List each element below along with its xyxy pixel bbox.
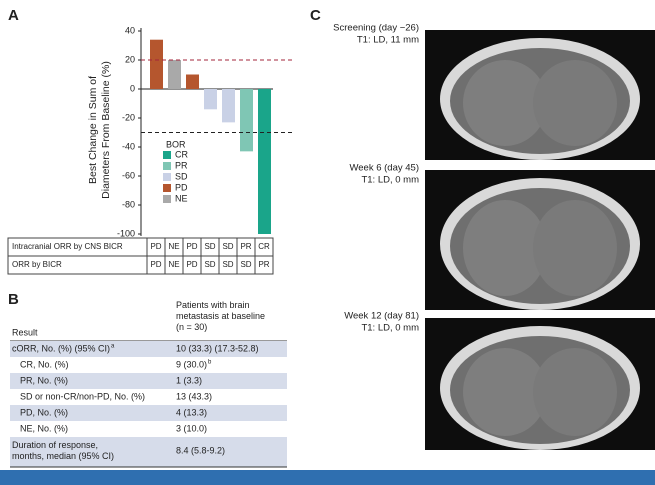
legend-label: PD xyxy=(175,182,188,192)
bar xyxy=(258,89,271,234)
bar xyxy=(168,60,181,89)
footnote-mark: b xyxy=(208,360,212,366)
table-cell: PR xyxy=(258,260,269,269)
panel-label: B xyxy=(8,291,19,308)
bar xyxy=(240,89,253,152)
table-cell: SD xyxy=(204,242,215,251)
table-cell: Duration of response, months, median (95%… xyxy=(12,440,114,461)
y-tick-label: 0 xyxy=(130,83,135,93)
table-cell: PD xyxy=(186,242,197,251)
scan-caption: Screening (day −26) xyxy=(333,23,419,34)
scan-tissue-inner xyxy=(463,348,547,436)
y-tick-label: -20 xyxy=(122,112,135,122)
legend-swatch xyxy=(163,173,171,181)
bar xyxy=(150,39,163,89)
table-cell: 13 (43.3) xyxy=(176,391,212,401)
bar xyxy=(204,89,217,110)
row-label: Intracranial ORR by CNS BICR xyxy=(12,242,123,251)
table-cell: NE xyxy=(168,260,179,269)
table-cell: 10 (33.3) (17.3-52.8) xyxy=(176,343,259,353)
table-cell: PR, No. (%) xyxy=(20,375,68,385)
y-tick-label: 20 xyxy=(125,54,135,64)
row-shade xyxy=(10,405,287,421)
scan-tissue-inner xyxy=(463,60,547,146)
legend-label: PR xyxy=(175,160,188,170)
row-label: ORR by BICR xyxy=(12,260,62,269)
scan-tissue-inner xyxy=(463,200,547,296)
table-cell: PR xyxy=(240,242,251,251)
table-cell: 3 (10.0) xyxy=(176,423,207,433)
table-header: Result xyxy=(12,327,38,337)
table-cell: PD xyxy=(150,260,161,269)
panel-label: C xyxy=(310,7,321,24)
legend-label: NE xyxy=(175,193,188,203)
table-cell: NE, No. (%) xyxy=(20,423,68,433)
scan-tissue-inner xyxy=(533,348,617,436)
legend-swatch xyxy=(163,184,171,192)
legend-swatch xyxy=(163,195,171,203)
table-cell: SD xyxy=(240,260,251,269)
table-cell: SD xyxy=(222,260,233,269)
y-tick-label: -40 xyxy=(122,141,135,151)
scan-tissue-inner xyxy=(533,200,617,296)
table-cell: SD xyxy=(222,242,233,251)
bar xyxy=(222,89,235,123)
table-cell: PD xyxy=(186,260,197,269)
legend-swatch xyxy=(163,162,171,170)
y-axis-label: Diameters From Baseline (%) xyxy=(100,61,112,199)
scan-tissue-inner xyxy=(533,60,617,146)
y-tick-label: -80 xyxy=(122,199,135,209)
y-tick-label: -100 xyxy=(117,228,135,238)
footer-bar xyxy=(0,470,655,485)
row-shade xyxy=(10,373,287,389)
panel-label: A xyxy=(8,7,19,24)
legend-title: BOR xyxy=(166,139,186,149)
scan-caption: Week 12 (day 81) xyxy=(344,311,419,322)
bar xyxy=(186,74,199,89)
table-cell: 8.4 (5.8-9.2) xyxy=(176,445,225,455)
row-shade xyxy=(10,341,287,357)
footnote-mark: a xyxy=(111,344,115,350)
y-tick-label: -60 xyxy=(122,170,135,180)
row-shade xyxy=(10,437,287,467)
y-axis-label: Best Change in Sum of xyxy=(87,76,99,184)
table-cell: PD xyxy=(150,242,161,251)
table-header: Patients with brain metastasis at baselin… xyxy=(176,300,265,332)
table-cell: CR xyxy=(258,242,270,251)
table-cell: NE xyxy=(168,242,179,251)
table-cell: cORR, No. (%) (95% CI) xyxy=(12,343,110,353)
scan-caption: T1: LD, 0 mm xyxy=(361,175,419,186)
table-cell: 4 (13.3) xyxy=(176,407,207,417)
scan-caption: Week 6 (day 45) xyxy=(349,163,419,174)
legend-label: SD xyxy=(175,171,188,181)
table-cell: 9 (30.0) xyxy=(176,359,207,369)
legend-swatch xyxy=(163,151,171,159)
y-tick-label: 40 xyxy=(125,25,135,35)
table-cell: SD xyxy=(204,260,215,269)
table-cell: PD, No. (%) xyxy=(20,407,68,417)
table-cell: SD or non-CR/non-PD, No. (%) xyxy=(20,391,145,401)
table-cell: 1 (3.3) xyxy=(176,375,202,385)
scan-caption: T1: LD, 11 mm xyxy=(357,35,419,46)
scan-caption: T1: LD, 0 mm xyxy=(361,323,419,334)
table-cell: CR, No. (%) xyxy=(20,359,69,369)
legend-label: CR xyxy=(175,149,188,159)
